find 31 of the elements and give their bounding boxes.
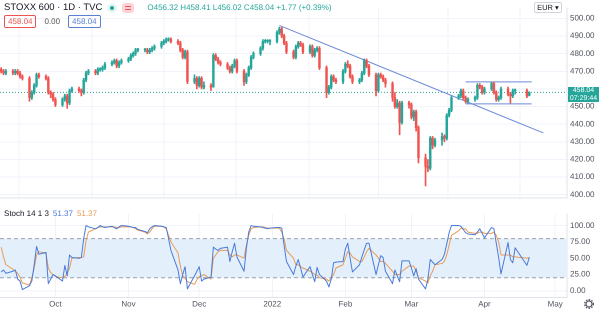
x-tick-label: Oct (49, 299, 62, 308)
y-tick-label: 430.00 (570, 136, 596, 146)
annotation: 51.37 (76, 209, 97, 218)
x-tick-label: 2022 (263, 299, 282, 308)
chart-title: STOXX 600 · 1D · TVC (4, 2, 102, 13)
y-tick-label: 100.00 (570, 220, 596, 230)
y-tick-label: 490.00 (570, 31, 596, 40)
annotation: 0.00 (43, 16, 62, 28)
y-tick-label: 410.00 (570, 172, 596, 182)
y-tick-label: 480.00 (570, 48, 596, 58)
x-tick-label: Dec (192, 299, 206, 308)
annotation: 51.37 (52, 209, 73, 218)
y-tick-label: 25.00 (570, 270, 591, 279)
y-tick-label: 500.00 (570, 14, 596, 23)
chart-title: Stoch 14 1 3 (4, 209, 49, 218)
annotation: 458.04 (68, 15, 101, 28)
annotation: O456.32 H458.41 L456.02 C458.04 +1.77 (+0.39%) (147, 3, 332, 12)
y-tick-label: 0.00 (570, 286, 586, 296)
x-tick-label: Apr (478, 299, 492, 308)
y-tick-label: 450.00 (570, 102, 596, 111)
y-tick-label: 50.00 (570, 253, 591, 262)
y-tick-label: 420.00 (570, 154, 596, 164)
y-tick-label: 440.00 (570, 119, 596, 128)
y-tick-label: 75.00 (570, 237, 591, 246)
x-tick-label: May (548, 299, 563, 308)
y-tick-label: 470.00 (570, 66, 596, 76)
x-tick-label: Mar (404, 299, 419, 308)
y-tick-label: 400.00 (570, 190, 596, 199)
x-tick-label: Feb (338, 299, 353, 308)
annotation: 458.04 (4, 15, 36, 28)
x-tick-label: Nov (121, 299, 136, 308)
